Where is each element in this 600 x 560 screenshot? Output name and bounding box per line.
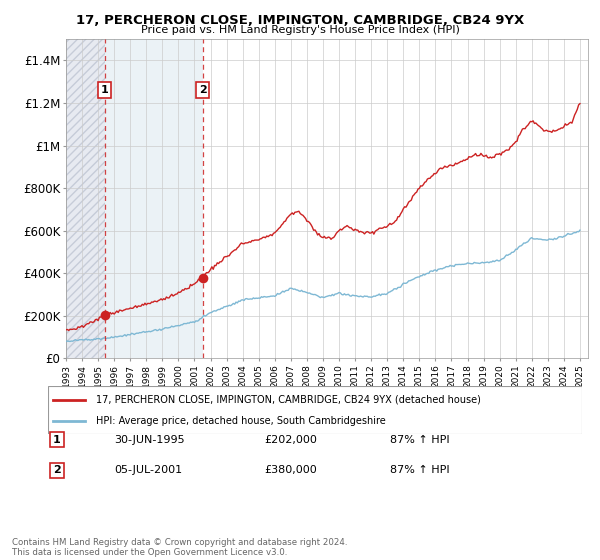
Text: 2: 2 [199, 85, 206, 95]
Text: 1: 1 [101, 85, 109, 95]
Text: 05-JUL-2001: 05-JUL-2001 [114, 465, 182, 475]
Text: Price paid vs. HM Land Registry's House Price Index (HPI): Price paid vs. HM Land Registry's House … [140, 25, 460, 35]
Text: £202,000: £202,000 [264, 435, 317, 445]
Text: Contains HM Land Registry data © Crown copyright and database right 2024.
This d: Contains HM Land Registry data © Crown c… [12, 538, 347, 557]
Text: 17, PERCHERON CLOSE, IMPINGTON, CAMBRIDGE, CB24 9YX (detached house): 17, PERCHERON CLOSE, IMPINGTON, CAMBRIDG… [96, 395, 481, 405]
Text: 17, PERCHERON CLOSE, IMPINGTON, CAMBRIDGE, CB24 9YX: 17, PERCHERON CLOSE, IMPINGTON, CAMBRIDG… [76, 14, 524, 27]
Text: 87% ↑ HPI: 87% ↑ HPI [390, 435, 449, 445]
Bar [66, 39, 105, 358]
Text: 87% ↑ HPI: 87% ↑ HPI [390, 465, 449, 475]
Text: 30-JUN-1995: 30-JUN-1995 [114, 435, 185, 445]
Text: 2: 2 [53, 465, 61, 475]
Text: £380,000: £380,000 [264, 465, 317, 475]
Text: 1: 1 [53, 435, 61, 445]
Bar [105, 39, 203, 358]
Text: HPI: Average price, detached house, South Cambridgeshire: HPI: Average price, detached house, Sout… [96, 416, 386, 426]
